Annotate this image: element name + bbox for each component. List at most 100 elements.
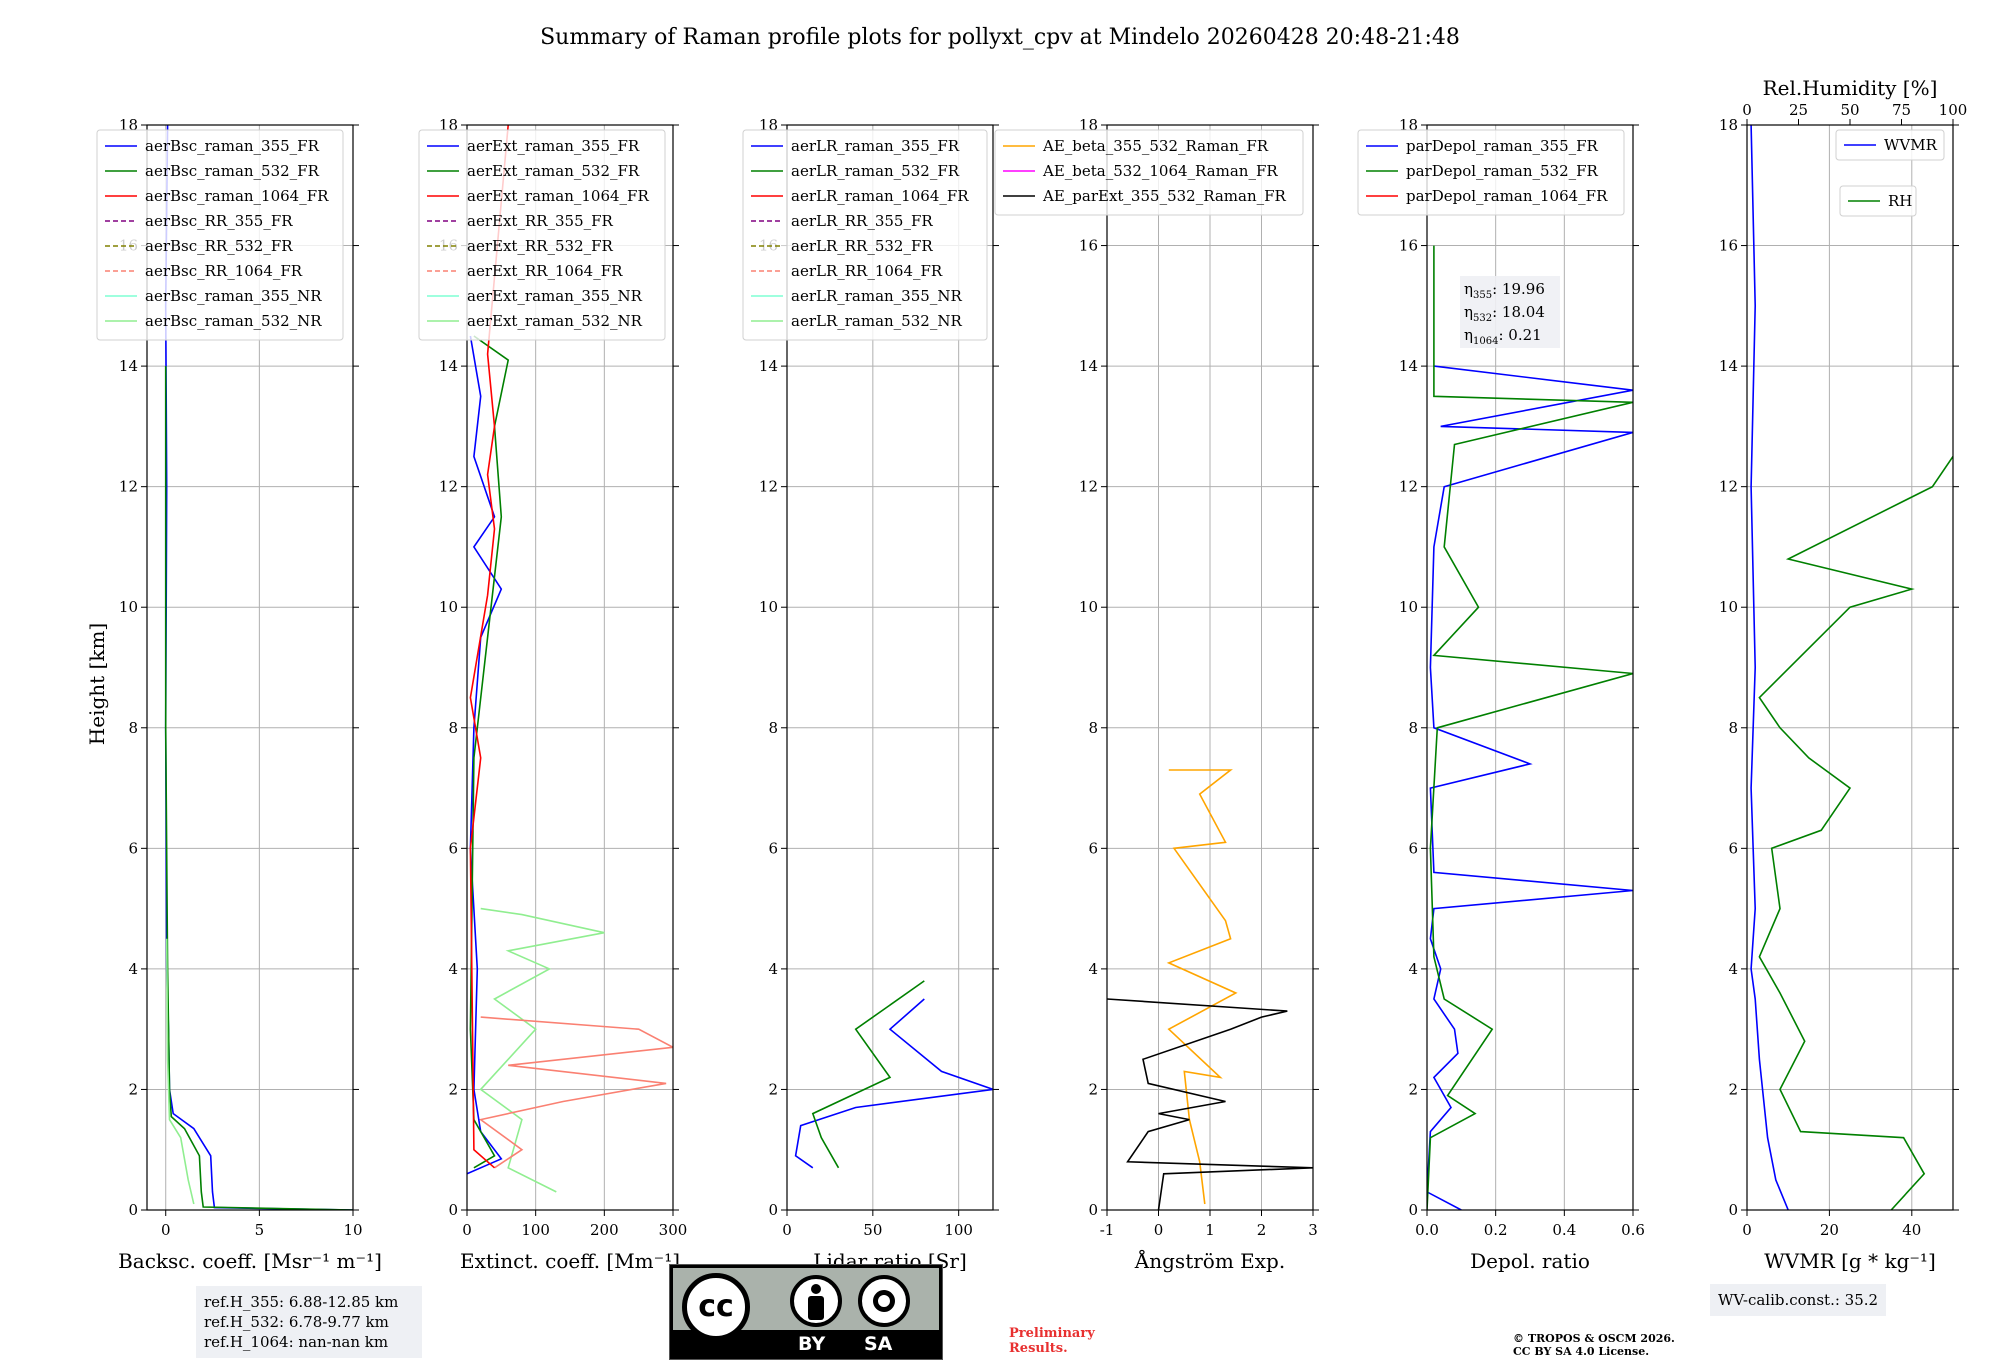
x-tick-label: 0.0 xyxy=(1415,1221,1439,1239)
top-tick-label: 0 xyxy=(1742,101,1752,119)
y-tick-label: 18 xyxy=(1719,116,1738,134)
y-tick-label: 6 xyxy=(128,839,138,857)
panel-ext: 0100200300024681012141618Extinct. coeff.… xyxy=(418,116,688,1273)
series-aerLR_raman_355_FR xyxy=(794,998,993,1169)
series-AE_beta_355_532_Raman_FR xyxy=(1166,769,1238,1205)
legend-label: aerLR_raman_532_NR xyxy=(791,312,962,330)
series-aerBsc_raman_532_FR xyxy=(164,366,353,1210)
x-tick-label: 300 xyxy=(659,1221,688,1239)
x-tick-label: 10 xyxy=(343,1221,362,1239)
y-tick-label: 14 xyxy=(1399,357,1418,375)
y-tick-label: 10 xyxy=(759,598,778,616)
series-AE_parExt_355_532_Raman_FR xyxy=(1107,998,1313,1210)
legend-label: aerExt_raman_1064_FR xyxy=(467,187,649,205)
legend-label: aerBsc_raman_532_FR xyxy=(145,162,320,180)
legend-label: aerLR_RR_1064_FR xyxy=(791,262,943,280)
legend-label: aerLR_RR_532_FR xyxy=(791,237,933,255)
axes-frame xyxy=(1746,124,1954,1211)
top-tick-label: 75 xyxy=(1892,101,1911,119)
eta-box xyxy=(1460,276,1560,348)
y-tick-label: 4 xyxy=(128,960,138,978)
y-tick-label: 0 xyxy=(128,1201,138,1219)
y-tick-label: 12 xyxy=(439,478,458,496)
y-axis-label: Height [km] xyxy=(85,623,109,745)
cc-logo-icon: cc xyxy=(682,1273,750,1341)
y-tick-label: 0 xyxy=(1088,1201,1098,1219)
y-tick-label: 2 xyxy=(1408,1080,1418,1098)
legend-box xyxy=(1835,129,1945,161)
x-tick-label: 0.2 xyxy=(1484,1221,1508,1239)
x-tick-label: 0 xyxy=(1742,1221,1752,1239)
legend-label: RH xyxy=(1888,192,1912,210)
y-tick-label: 6 xyxy=(1088,839,1098,857)
eta-annotation: η355: 19.96 xyxy=(1464,280,1545,301)
y-tick-label: 8 xyxy=(1088,719,1098,737)
y-tick-label: 4 xyxy=(1088,960,1098,978)
legend-label: aerLR_raman_1064_FR xyxy=(791,187,969,205)
y-tick-label: 6 xyxy=(448,839,458,857)
legend-label: parDepol_raman_1064_FR xyxy=(1406,187,1608,205)
y-tick-label: 8 xyxy=(1408,719,1418,737)
x-tick-label: 20 xyxy=(1820,1221,1839,1239)
series-group xyxy=(164,125,353,1210)
y-tick-label: 14 xyxy=(119,357,138,375)
eta-annotation: η532: 18.04 xyxy=(1464,303,1545,324)
x-tick-label: -1 xyxy=(1100,1221,1115,1239)
y-tick-label: 2 xyxy=(1728,1080,1738,1098)
panels: 0510024681012141618Backsc. coeff. [Msr⁻¹… xyxy=(96,76,1967,1273)
x-tick-label: 200 xyxy=(590,1221,619,1239)
y-tick-label: 8 xyxy=(1728,719,1738,737)
legend-label: aerExt_raman_355_FR xyxy=(467,137,640,155)
copyright-note: © TROPOS & OSCM 2026. CC BY SA 4.0 Licen… xyxy=(1513,1332,1675,1358)
y-tick-label: 12 xyxy=(1719,478,1738,496)
ref-height-box: ref.H_355: 6.88-12.85 km ref.H_532: 6.78… xyxy=(196,1286,422,1358)
preliminary-line-2: Results. xyxy=(1009,1341,1068,1356)
y-tick-label: 2 xyxy=(448,1080,458,1098)
panel-wv: 0 20 40 0 2 4 6 8 10 12 14 16 18 WVMR [g * kg⁻¹] 0 25 50… xyxy=(1719,76,1967,1273)
preliminary-note: Preliminary Results. xyxy=(1009,1326,1095,1356)
legend-label: aerBsc_raman_355_FR xyxy=(145,137,320,155)
legend-box xyxy=(96,129,344,341)
series-group xyxy=(1427,245,1633,1210)
legend-label: AE_parExt_355_532_Raman_FR xyxy=(1042,187,1287,205)
copyright-line-1: © TROPOS & OSCM 2026. xyxy=(1513,1332,1675,1345)
y-tick-label: 4 xyxy=(768,960,778,978)
y-tick-label: 16 xyxy=(1079,237,1098,255)
x-tick-label: 5 xyxy=(255,1221,265,1239)
x-tick-label: 0.6 xyxy=(1621,1221,1645,1239)
y-tick-label: 0 xyxy=(768,1201,778,1219)
top-axis-label: Rel.Humidity [%] xyxy=(1763,76,1938,100)
series-group xyxy=(467,125,673,1193)
y-tick-label: 8 xyxy=(128,719,138,737)
x-tick-label: 0 xyxy=(462,1221,472,1239)
series-group xyxy=(794,980,993,1169)
series-group xyxy=(1107,769,1313,1210)
person-icon xyxy=(790,1275,842,1327)
y-tick-label: 6 xyxy=(1408,839,1418,857)
legend-label: WVMR xyxy=(1884,136,1938,154)
x-axis-label: WVMR [g * kg⁻¹] xyxy=(1764,1249,1936,1273)
legend-label: aerExt_raman_532_NR xyxy=(467,312,643,330)
y-tick-label: 2 xyxy=(768,1080,778,1098)
legend-label: aerLR_RR_355_FR xyxy=(791,212,933,230)
legend-label: aerBsc_RR_532_FR xyxy=(145,237,293,255)
y-tick-label: 14 xyxy=(1719,357,1738,375)
y-tick-label: 6 xyxy=(768,839,778,857)
ref-height-532: ref.H_532: 6.78-9.77 km xyxy=(204,1313,389,1331)
legend-label: aerExt_RR_1064_FR xyxy=(467,262,623,280)
eta-annotation: η1064: 0.21 xyxy=(1464,326,1542,347)
y-tick-label: 10 xyxy=(439,598,458,616)
y-tick-label: 14 xyxy=(759,357,778,375)
legend-label: aerBsc_raman_532_NR xyxy=(145,312,322,330)
series-aerBsc_raman_532_NR xyxy=(165,938,195,1205)
y-tick-label: 16 xyxy=(1399,237,1418,255)
license-sa-label: SA xyxy=(864,1333,893,1355)
figure-title: Summary of Raman profile plots for polly… xyxy=(540,25,1460,50)
x-tick-label: 1 xyxy=(1205,1221,1215,1239)
legend-label: aerBsc_raman_1064_FR xyxy=(145,187,329,205)
x-tick-label: 3 xyxy=(1308,1221,1318,1239)
y-tick-label: 14 xyxy=(1079,357,1098,375)
